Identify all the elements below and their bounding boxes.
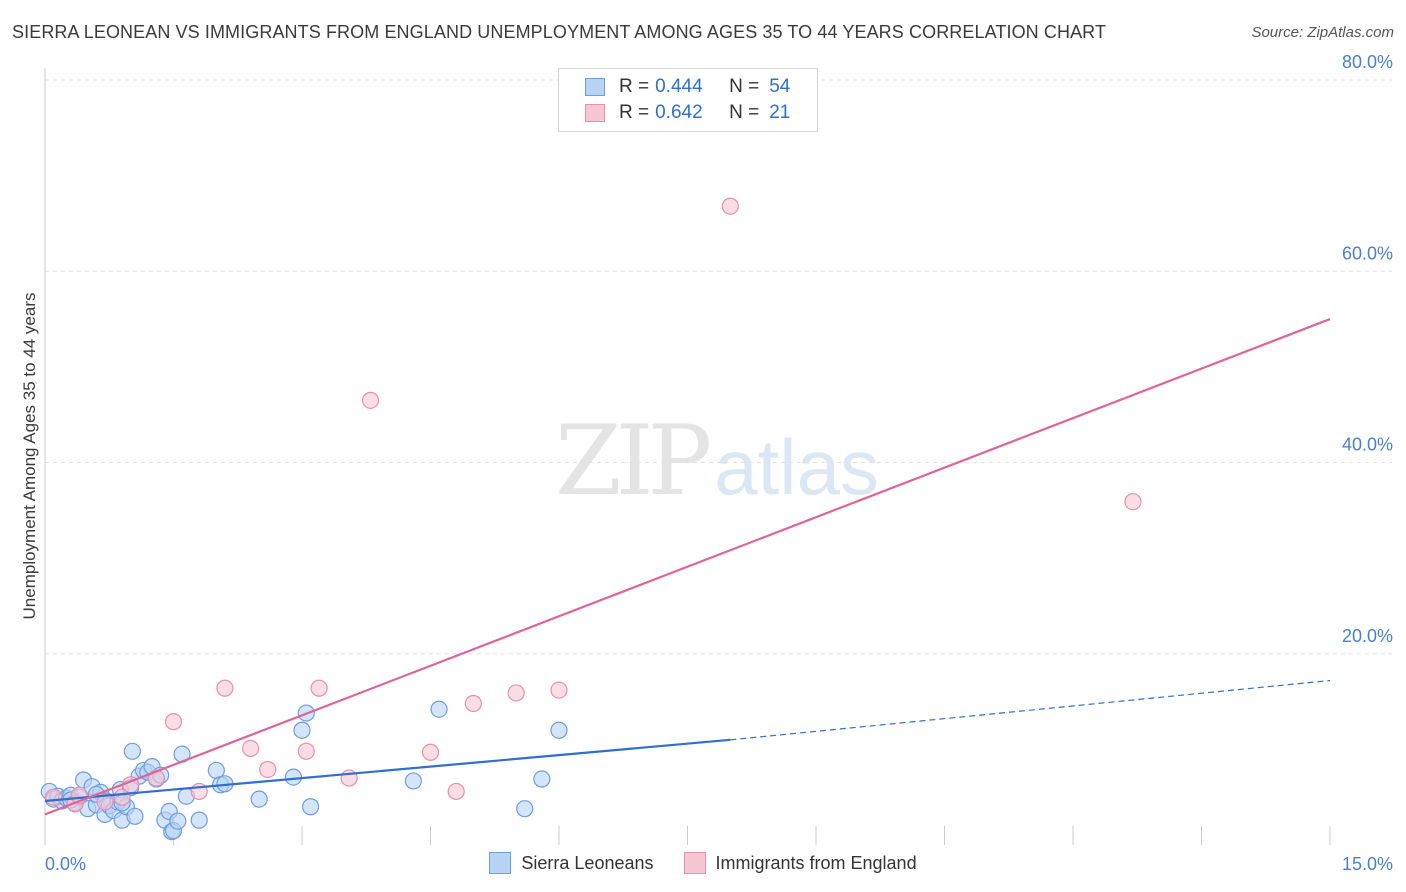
- england-immigrant-point: [242, 739, 260, 758]
- sierra-leonean-trendline-dashed: [730, 679, 1331, 741]
- x-tick-label-min: 0.0%: [45, 854, 86, 874]
- legend-r-label: R =: [619, 102, 650, 123]
- england-immigrant-point: [164, 713, 183, 731]
- england-immigrant-point: [310, 679, 328, 697]
- sierra-leonean-point: [169, 812, 187, 830]
- legend-r-value: 0.444: [655, 76, 703, 97]
- chart-title: SIERRA LEONEAN VS IMMIGRANTS FROM ENGLAN…: [12, 22, 1107, 42]
- trend-layer: [44, 318, 1331, 816]
- legend-row-sierra-leoneans: R = 0.444 N = 54: [585, 75, 790, 99]
- legend-swatch-pink: [585, 104, 605, 122]
- england-immigrant-point: [216, 679, 234, 697]
- england-immigrant-point: [259, 760, 277, 779]
- bottom-legend-label: Sierra Leoneans: [521, 852, 654, 873]
- england-immigrant-trendline: [44, 318, 1331, 816]
- sierra-leonean-point: [301, 798, 320, 816]
- england-immigrant-point: [721, 197, 739, 215]
- england-immigrant-point: [361, 391, 380, 409]
- bottom-swatch-blue: [489, 852, 512, 874]
- sierra-leonean-point: [126, 807, 144, 825]
- legend-n-value: 54: [769, 76, 791, 97]
- chart-source: Source: ZipAtlas.com: [1251, 24, 1394, 41]
- england-immigrant-point: [464, 694, 482, 713]
- england-immigrant-point: [1124, 493, 1142, 511]
- legend-box: R = 0.444 N = 54 R = 0.642 N = 21: [558, 68, 818, 132]
- sierra-leonean-point: [250, 790, 268, 808]
- england-immigrant-point: [96, 793, 114, 811]
- x-tick-label-max: 15.0%: [1342, 854, 1393, 874]
- england-immigrant-point: [550, 681, 568, 699]
- bottom-legend-immigrants-england[interactable]: Immigrants from England: [683, 852, 917, 874]
- england-immigrant-point: [297, 742, 315, 760]
- sierra-leonean-trendline: [44, 738, 731, 803]
- england-immigrant-point: [507, 684, 525, 702]
- grid-layer: [45, 79, 1392, 655]
- points-layer: [40, 197, 1142, 841]
- england-immigrant-point: [447, 782, 465, 801]
- y-tick-label: 60.0%: [1342, 243, 1393, 263]
- y-tick-label: 80.0%: [1342, 52, 1393, 72]
- sierra-leonean-point: [284, 768, 303, 786]
- legend-swatch-blue: [585, 78, 605, 96]
- y-tick-label: 20.0%: [1342, 626, 1393, 646]
- bottom-legend: Sierra Leoneans Immigrants from England: [0, 852, 1406, 874]
- sierra-leonean-point: [404, 772, 422, 790]
- sierra-leonean-point: [293, 721, 311, 739]
- legend-r-value: 0.642: [655, 102, 703, 123]
- legend-n-value: 21: [769, 102, 791, 123]
- sierra-leonean-point: [123, 742, 141, 760]
- sierra-leonean-point: [516, 800, 534, 818]
- bottom-legend-label: Immigrants from England: [715, 852, 917, 873]
- sierra-leonean-point: [190, 811, 208, 829]
- bottom-legend-sierra-leoneans[interactable]: Sierra Leoneans: [489, 852, 654, 874]
- legend-r-label: R =: [619, 76, 650, 97]
- axis-layer: [44, 68, 1331, 845]
- england-immigrant-point: [421, 743, 440, 761]
- y-tick-label: 40.0%: [1342, 435, 1393, 455]
- legend-n-label: N =: [729, 76, 760, 97]
- legend-n-label: N =: [729, 102, 760, 123]
- sierra-leonean-point: [550, 721, 568, 739]
- sierra-leonean-point: [533, 770, 551, 788]
- label-layer: 20.0% 40.0% 60.0% 80.0% 0.0% 15.0%: [45, 52, 1393, 874]
- legend-row-immigrants-england: R = 0.642 N = 21: [585, 101, 790, 125]
- y-axis-label: Unemployment Among Ages 35 to 44 years: [20, 292, 39, 620]
- england-immigrant-point: [44, 788, 63, 806]
- sierra-leonean-point: [430, 700, 448, 718]
- bottom-swatch-pink: [683, 852, 706, 874]
